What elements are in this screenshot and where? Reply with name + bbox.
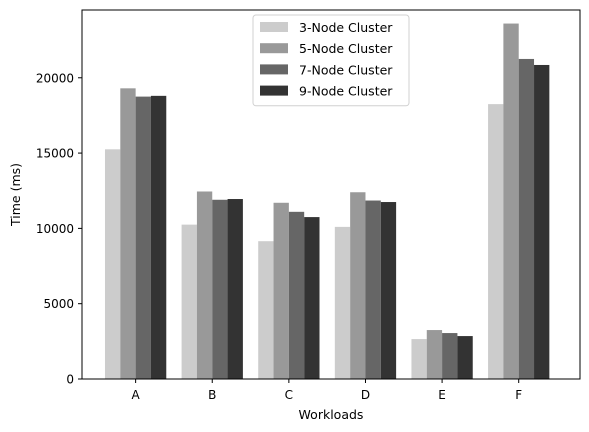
bar-D-series-3 bbox=[365, 200, 381, 379]
x-tick-label: B bbox=[208, 388, 216, 402]
plot-frame bbox=[81, 9, 581, 380]
y-tick-label: 0 bbox=[66, 373, 74, 387]
bar-C-series-4 bbox=[304, 217, 320, 379]
bar-C-series-2 bbox=[273, 202, 289, 379]
x-axis: A B C D E F bbox=[132, 379, 522, 402]
bar-F-series-2 bbox=[503, 23, 519, 379]
bar-D-series-4 bbox=[380, 202, 397, 379]
legend-swatch bbox=[260, 22, 288, 32]
x-tick-label: C bbox=[285, 388, 293, 402]
y-tick-label: 15000 bbox=[36, 147, 74, 161]
x-tick-label: A bbox=[132, 388, 141, 402]
bar-E-series-3 bbox=[442, 333, 458, 379]
legend: 3-Node Cluster 5-Node Cluster 7-Node Clust… bbox=[252, 14, 410, 107]
y-axis: 0 5000 10000 15000 20000 bbox=[36, 71, 82, 387]
bar-F-series-4 bbox=[534, 64, 550, 379]
bar-E-series-4 bbox=[457, 336, 473, 379]
bar-D-series-2 bbox=[350, 192, 366, 379]
x-tick-label: E bbox=[438, 388, 446, 402]
bar-A-series-3 bbox=[135, 96, 151, 379]
bar-E-series-1 bbox=[411, 339, 427, 379]
bar-B-series-4 bbox=[227, 199, 243, 379]
y-tick-label: 5000 bbox=[43, 297, 74, 311]
legend-box bbox=[252, 14, 410, 107]
y-axis-label: Time (ms) bbox=[8, 163, 23, 227]
legend-label: 5-Node Cluster bbox=[299, 41, 393, 56]
bar-A-series-1 bbox=[104, 149, 121, 379]
x-tick-label: F bbox=[515, 388, 522, 402]
bar-C-series-3 bbox=[288, 211, 305, 379]
bar-B-series-2 bbox=[196, 191, 213, 379]
x-tick-label: D bbox=[361, 388, 370, 402]
legend-label: 9-Node Cluster bbox=[299, 84, 393, 99]
legend-label: 3-Node Cluster bbox=[299, 20, 393, 35]
legend-label: 7-Node Cluster bbox=[299, 62, 393, 77]
y-tick-label: 10000 bbox=[36, 222, 74, 236]
bar-F-series-3 bbox=[518, 58, 535, 380]
bar-E-series-2 bbox=[426, 330, 443, 379]
bar-A-series-4 bbox=[150, 95, 167, 380]
bar-B-series-1 bbox=[181, 224, 197, 379]
bar-C-series-1 bbox=[258, 241, 274, 379]
legend-swatch bbox=[260, 85, 288, 96]
legend-swatch bbox=[260, 43, 288, 54]
bar-B-series-3 bbox=[212, 199, 228, 379]
bar-D-series-1 bbox=[334, 226, 351, 379]
bars-layer bbox=[104, 23, 550, 380]
bar-A-series-2 bbox=[120, 88, 136, 380]
x-axis-label: Workloads bbox=[299, 407, 364, 422]
y-tick-label: 20000 bbox=[36, 71, 74, 85]
legend-swatch bbox=[260, 64, 288, 75]
bar-F-series-1 bbox=[488, 104, 504, 379]
